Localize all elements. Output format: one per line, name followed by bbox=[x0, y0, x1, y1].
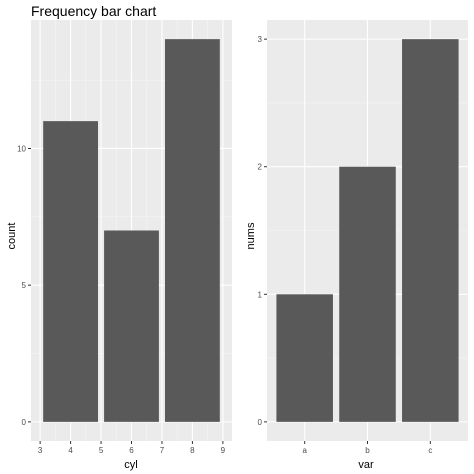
x-tick-label: a bbox=[302, 446, 307, 455]
bar bbox=[165, 39, 220, 422]
x-tick-label: 9 bbox=[221, 446, 226, 455]
x-axis-title: var bbox=[358, 459, 374, 471]
bar bbox=[43, 121, 98, 422]
chart-var-nums: nums var 0 1 2 3 a b c bbox=[245, 20, 468, 471]
chart-cyl-frequency: Frequency bar chart count cyl 0 5 10 3 4 5 6 7 8… bbox=[6, 3, 232, 471]
y-tick-label: 1 bbox=[258, 290, 263, 299]
x-tick-label: b bbox=[365, 446, 370, 455]
x-tick-label: 5 bbox=[99, 446, 104, 455]
x-tick-label: 3 bbox=[38, 446, 43, 455]
y-axis-title: nums bbox=[245, 222, 257, 249]
y-tick-label: 2 bbox=[258, 163, 263, 172]
bar bbox=[104, 230, 159, 422]
y-tick-label: 0 bbox=[258, 418, 263, 427]
y-axis-title: count bbox=[6, 223, 18, 250]
y-tick-label: 5 bbox=[22, 281, 27, 290]
x-tick-label: c bbox=[428, 446, 432, 455]
x-tick-label: 4 bbox=[68, 446, 73, 455]
chart-title: Frequency bar chart bbox=[31, 3, 156, 19]
x-tick-label: 6 bbox=[129, 446, 134, 455]
bar bbox=[276, 294, 333, 422]
x-tick-label: 8 bbox=[190, 446, 195, 455]
x-axis-title: cyl bbox=[124, 459, 137, 471]
bar bbox=[402, 39, 459, 422]
y-tick-label: 10 bbox=[17, 144, 26, 153]
bar bbox=[339, 166, 396, 422]
y-tick-label: 3 bbox=[258, 35, 263, 44]
x-tick-label: 7 bbox=[160, 446, 165, 455]
y-tick-label: 0 bbox=[22, 418, 27, 427]
